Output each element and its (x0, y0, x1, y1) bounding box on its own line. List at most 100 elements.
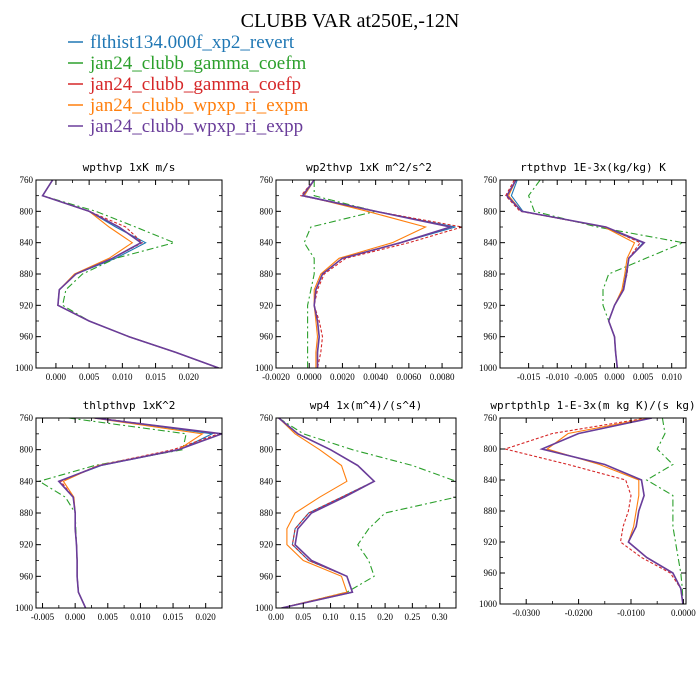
y-tick-label: 800 (484, 444, 498, 454)
y-tick-label: 840 (260, 238, 274, 248)
chart-panel: thlpthvp 1xK^2 760 800 840 880 920 960 1000-0.0… (15, 399, 223, 622)
series-line (41, 180, 219, 368)
series-line (278, 418, 376, 608)
x-tick-label: 0.010 (662, 372, 683, 382)
y-tick-label: 920 (260, 300, 274, 310)
series-line (545, 418, 684, 604)
y-tick-label: 880 (20, 508, 34, 518)
legend-label: jan24_clubb_wpxp_ri_expp (89, 116, 303, 137)
figure-title: CLUBB VAR at250E,-12N (241, 10, 460, 32)
y-tick-label: 760 (260, 175, 274, 185)
x-tick-label: 0.000 (46, 372, 67, 382)
x-tick-label: 0.00 (268, 612, 284, 622)
series-line (540, 418, 684, 604)
series-line (41, 180, 219, 368)
plot-frame (35, 417, 223, 609)
legend-label: jan24_clubb_gamma_coefm (89, 53, 307, 74)
y-tick-label: 840 (260, 476, 274, 486)
y-tick-label: 760 (20, 175, 34, 185)
panel-title: wp4 1x(m^4)/(s^4) (310, 399, 423, 412)
y-tick-label: 1000 (15, 603, 34, 613)
series-line (539, 418, 684, 604)
chart-panel: rtpthvp 1E-3x(kg/kg) K 760 800 840 880 920 960… (479, 161, 687, 382)
x-tick-label: 0.005 (79, 372, 100, 382)
x-tick-label: 0.005 (98, 612, 119, 622)
series-line (299, 180, 462, 368)
plot-frame (35, 179, 223, 369)
chart-panel: wp2thvp 1xK m^2/s^2 760 800 840 880 920 960 100… (255, 161, 463, 382)
y-tick-label: 960 (260, 332, 274, 342)
series-line (59, 418, 219, 608)
series-line (278, 418, 348, 608)
series-line (57, 418, 222, 608)
series-line (510, 180, 645, 368)
y-tick-label: 880 (260, 269, 274, 279)
x-tick-label: 0.0020 (330, 372, 355, 382)
y-tick-label: 960 (484, 332, 498, 342)
y-tick-label: 760 (20, 413, 34, 423)
series-line (527, 180, 686, 368)
panel-title: thlpthvp 1xK^2 (83, 399, 176, 412)
x-tick-label: -0.0300 (512, 608, 540, 618)
x-tick-label: -0.015 (517, 372, 541, 382)
y-tick-label: 800 (20, 445, 34, 455)
y-tick-label: 760 (484, 175, 498, 185)
series-line (645, 418, 684, 604)
chart-panel: wprtpthlp 1-E-3x(m kg K)/(s kg)760 800 840… (479, 399, 696, 618)
y-tick-label: 920 (20, 540, 34, 550)
panel-grid: wpthvp 1xK m/s 760 800 840 880 920 960 1000 0.00… (15, 161, 696, 622)
y-tick-label: 840 (20, 238, 34, 248)
series-line (303, 180, 428, 368)
x-tick-label: 0.25 (404, 612, 420, 622)
x-tick-label: 0.0060 (396, 372, 421, 382)
x-tick-label: 0.20 (377, 612, 393, 622)
chart-panel: wp4 1x(m^4)/(s^4)76080084088092096010000… (255, 399, 457, 622)
x-tick-label: 0.30 (432, 612, 448, 622)
y-tick-label: 1000 (479, 363, 498, 373)
series-line (37, 418, 187, 608)
x-tick-label: 0.0000 (671, 608, 696, 618)
x-tick-label: 0.000 (65, 612, 86, 622)
x-tick-label: -0.0200 (565, 608, 593, 618)
series-line (301, 180, 454, 368)
y-tick-label: 800 (260, 445, 274, 455)
y-tick-label: 880 (484, 506, 498, 516)
x-tick-label: 0.0080 (430, 372, 455, 382)
x-tick-label: -0.005 (574, 372, 598, 382)
y-tick-label: 880 (484, 269, 498, 279)
y-tick-label: 840 (20, 476, 34, 486)
x-tick-label: -0.010 (546, 372, 570, 382)
series-line (41, 180, 219, 368)
series-line (505, 180, 646, 368)
plot-frame (499, 179, 687, 369)
x-tick-label: -0.005 (31, 612, 55, 622)
series-line (503, 418, 684, 604)
x-tick-label: 0.010 (112, 372, 133, 382)
series-line (278, 418, 456, 608)
y-tick-label: 960 (20, 332, 34, 342)
plot-frame (275, 417, 457, 609)
panel-title: rtpthvp 1E-3x(kg/kg) K (520, 161, 666, 174)
series-line (505, 180, 642, 368)
plot-frame (499, 417, 687, 605)
legend-label: jan24_clubb_wpxp_ri_expm (89, 95, 309, 116)
series-line (278, 418, 376, 608)
y-tick-label: 800 (260, 206, 274, 216)
x-tick-label: 0.005 (633, 372, 654, 382)
series-line (41, 180, 219, 368)
series-line (303, 180, 456, 368)
x-tick-label: 0.10 (323, 612, 339, 622)
legend: flthist134.000f_xp2_revertjan24_clubb_ga… (68, 32, 309, 137)
y-tick-label: 1000 (479, 599, 498, 609)
series-line (507, 180, 636, 368)
x-tick-label: 0.020 (196, 612, 217, 622)
y-tick-label: 880 (260, 508, 274, 518)
panel-title: wpthvp 1xK m/s (83, 161, 176, 174)
panel-title: wp2thvp 1xK m^2/s^2 (306, 161, 432, 174)
y-tick-label: 960 (260, 571, 274, 581)
chart-panel: wpthvp 1xK m/s 760 800 840 880 920 960 1000 0.00… (15, 161, 223, 382)
x-tick-label: 0.0040 (363, 372, 388, 382)
x-tick-label: 0.015 (163, 612, 184, 622)
y-tick-label: 800 (484, 206, 498, 216)
plot-frame (275, 179, 463, 369)
